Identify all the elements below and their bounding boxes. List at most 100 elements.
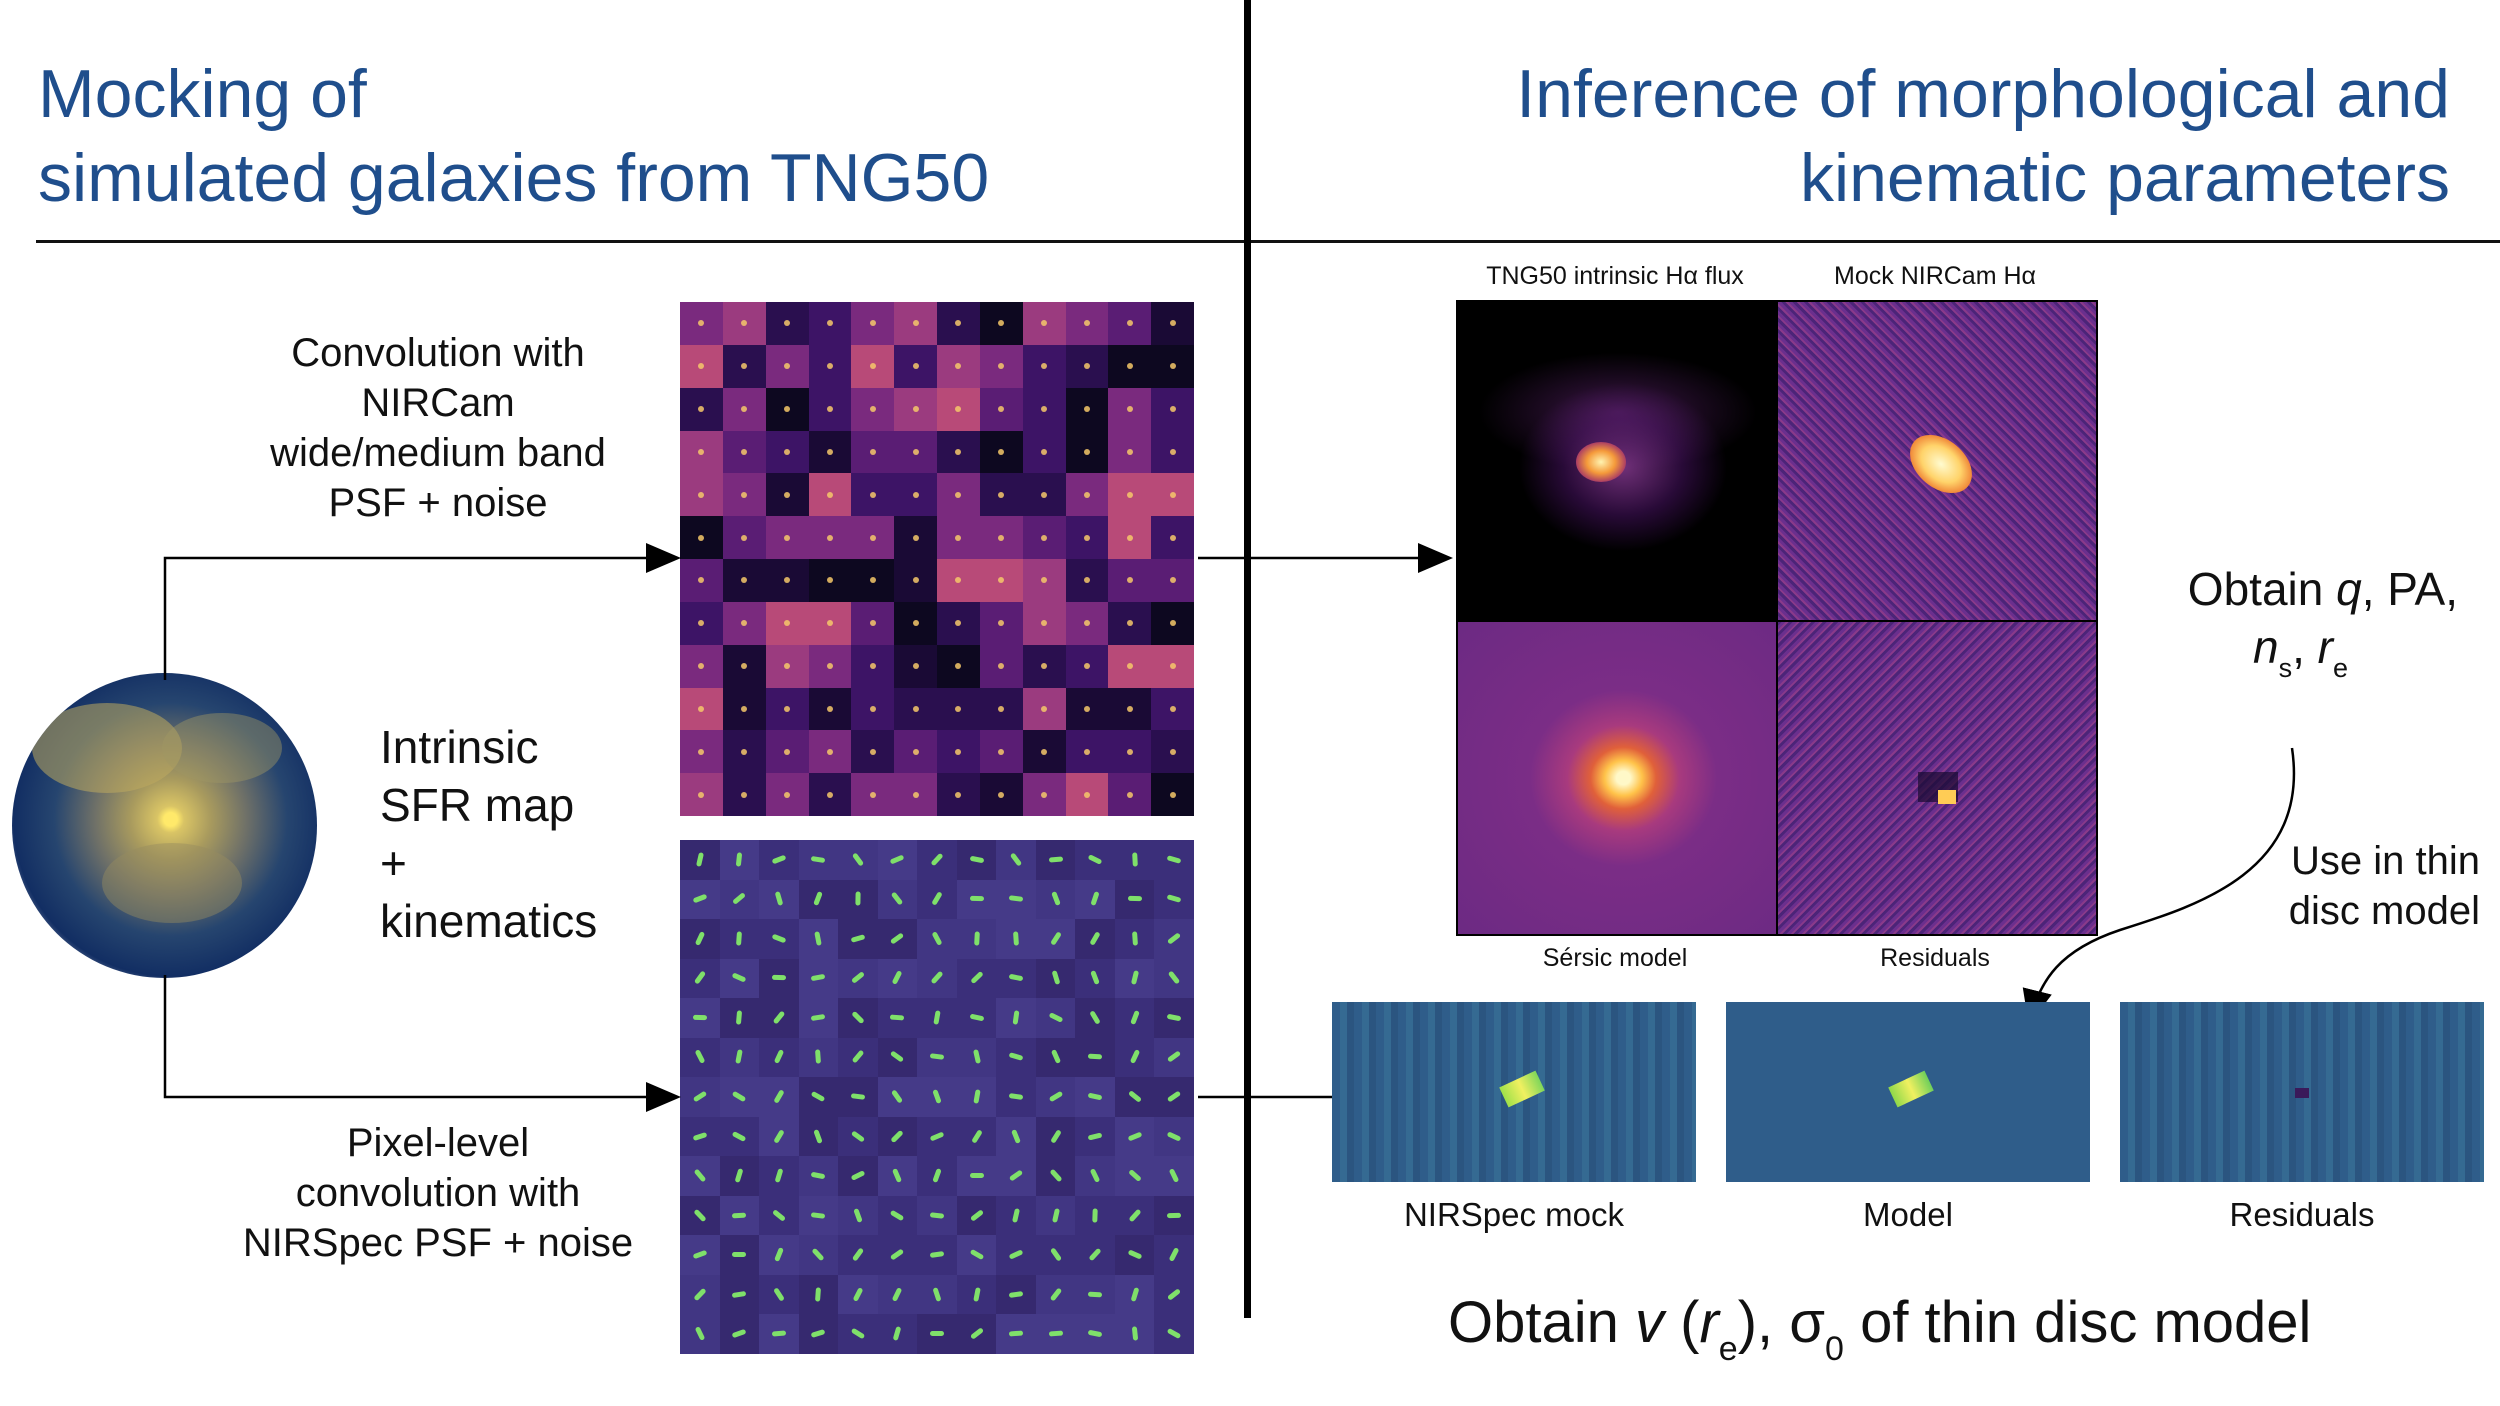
obtain-kin-params: Obtain v (re), σ0 of thin disc model — [1448, 1290, 2312, 1368]
nircam-tile — [680, 730, 723, 774]
nirspec-tile — [917, 998, 958, 1039]
nircam-tile — [894, 773, 938, 817]
nircam-galaxy-dot — [869, 663, 876, 670]
nircam-tile — [979, 559, 1023, 602]
nircam-tile — [1151, 730, 1195, 774]
nircam-tile — [1151, 344, 1195, 388]
nircam-galaxy-dot — [826, 448, 833, 455]
nircam-galaxy-dot — [1126, 791, 1133, 798]
nirspec-tile — [996, 1274, 1037, 1315]
nircam-galaxy-dot — [1169, 620, 1176, 627]
nircam-tile — [851, 344, 895, 388]
nircam-galaxy-dot — [1083, 663, 1090, 670]
sfr-map-circle — [12, 673, 317, 978]
nircam-tile — [1022, 601, 1066, 645]
nircam-galaxy-dot — [1083, 320, 1090, 327]
nirspec-tile — [1035, 879, 1076, 920]
nircam-galaxy-dot — [1169, 534, 1176, 541]
nirspec-tile — [956, 998, 997, 1039]
nirspec-tile — [917, 1274, 958, 1315]
nircam-galaxy-dot — [698, 705, 705, 712]
nircam-tile — [1108, 687, 1152, 731]
nirspec-tile — [1114, 1195, 1155, 1236]
nirspec-residuals-panel — [2120, 1002, 2484, 1182]
nircam-tile — [979, 773, 1023, 817]
nirspec-tile — [798, 879, 839, 920]
nircam-galaxy-dot — [912, 791, 919, 798]
nirspec-tile — [680, 1116, 720, 1157]
nircam-galaxy-dot — [1083, 577, 1090, 584]
nircam-tile — [1151, 601, 1195, 645]
nircam-tile — [680, 516, 723, 560]
nircam-galaxy-dot — [955, 406, 962, 413]
sersic-model-panel — [1456, 620, 1778, 936]
nircam-galaxy-dot — [869, 748, 876, 755]
nircam-galaxy-dot — [955, 705, 962, 712]
nirspec-tile — [759, 919, 800, 960]
nircam-galaxy-dot — [998, 534, 1005, 541]
nirspec-tile — [877, 1235, 918, 1276]
nircam-tile — [722, 644, 766, 688]
nircam-tile — [1151, 430, 1195, 474]
nircam-galaxy-dot — [741, 363, 748, 370]
nirspec-tile — [759, 1274, 800, 1315]
nircam-tile — [1108, 344, 1152, 388]
nirspec-tile — [917, 1156, 958, 1197]
nircam-galaxy-dot — [912, 491, 919, 498]
nircam-galaxy-dot — [1169, 448, 1176, 455]
nircam-tile — [765, 644, 809, 688]
nircam-tile — [1022, 344, 1066, 388]
nircam-galaxy-dot — [1041, 406, 1048, 413]
nirspec-tile — [719, 879, 760, 920]
nircam-galaxy-dot — [955, 748, 962, 755]
panel-label-residuals: Residuals — [1880, 944, 1990, 972]
nircam-galaxy-dot — [698, 320, 705, 327]
nirspec-tile — [680, 1314, 720, 1355]
nircam-tile — [1065, 644, 1109, 688]
nircam-tile — [937, 302, 980, 345]
nircam-tile — [808, 387, 852, 431]
nirspec-tile — [798, 1235, 839, 1276]
nirspec-tile — [996, 1077, 1037, 1118]
nirspec-tile — [1075, 958, 1116, 999]
nircam-tile — [680, 644, 723, 688]
nircam-galaxy-dot — [955, 534, 962, 541]
nirspec-tile — [838, 919, 879, 960]
nirspec-tile — [759, 998, 800, 1039]
nircam-tile — [765, 344, 809, 388]
nircam-tile — [722, 687, 766, 731]
nircam-galaxy-dot — [826, 620, 833, 627]
nirspec-tile — [1035, 840, 1076, 880]
nircam-galaxy-dot — [1083, 534, 1090, 541]
nirspec-tile — [877, 1156, 918, 1197]
nirspec-tile — [956, 1116, 997, 1157]
nirspec-tile — [719, 958, 760, 999]
nircam-tile — [851, 730, 895, 774]
nirspec-tile — [680, 879, 720, 920]
nircam-tile — [1065, 473, 1109, 517]
nircam-tile — [1022, 773, 1066, 817]
nircam-galaxy-dot — [1041, 705, 1048, 712]
nircam-galaxy-dot — [741, 577, 748, 584]
nirspec-tile — [798, 919, 839, 960]
nircam-galaxy-dot — [1083, 748, 1090, 755]
nircam-tile — [808, 516, 852, 560]
nircam-tile — [1022, 559, 1066, 602]
nircam-galaxy-dot — [998, 448, 1005, 455]
nircam-tile — [937, 644, 980, 688]
nircam-galaxy-dot — [1041, 320, 1048, 327]
nircam-tile — [851, 773, 895, 817]
nircam-tile — [1022, 387, 1066, 431]
nircam-tile — [979, 601, 1023, 645]
nircam-galaxy-dot — [869, 705, 876, 712]
nirspec-tile — [1114, 879, 1155, 920]
spec-label-mock: NIRSpec mock — [1403, 1196, 1625, 1233]
nirspec-tile — [719, 840, 760, 880]
nircam-galaxy-dot — [998, 363, 1005, 370]
nirspec-tile — [877, 1314, 918, 1355]
nirspec-tile — [877, 1077, 918, 1118]
nircam-galaxy-dot — [698, 491, 705, 498]
nirspec-tile — [680, 1156, 720, 1197]
nircam-tile — [1108, 430, 1152, 474]
nircam-galaxy-dot — [826, 320, 833, 327]
